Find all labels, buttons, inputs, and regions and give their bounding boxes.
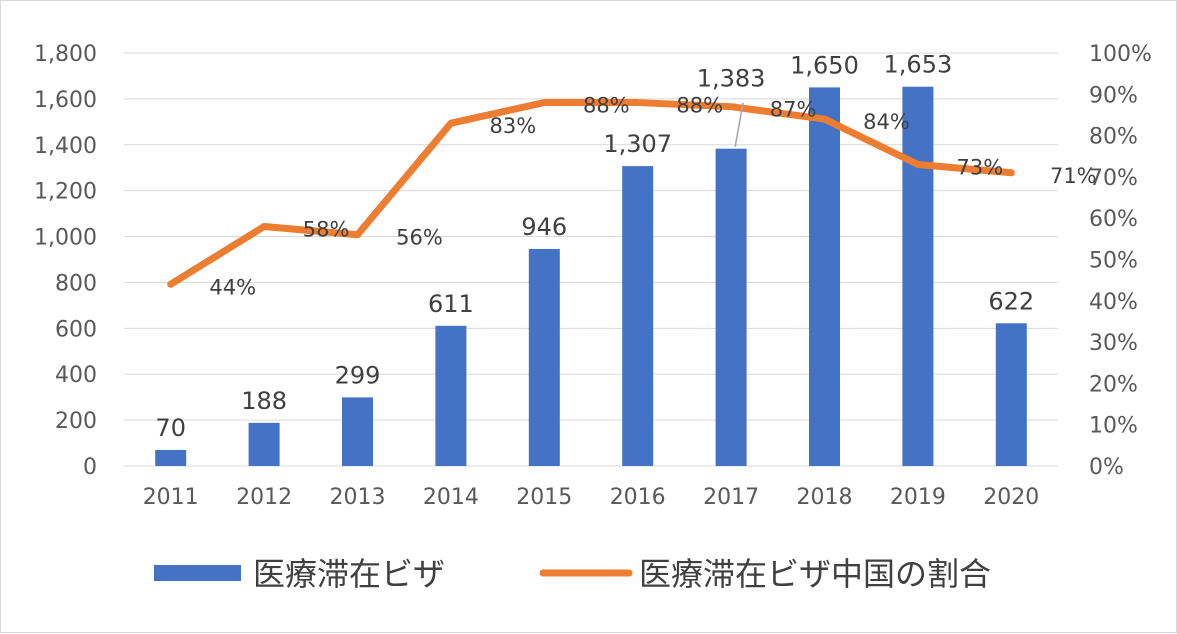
x-tick-label: 2014 (423, 485, 479, 510)
line-data-label: 71% (1050, 164, 1097, 188)
bar (715, 148, 747, 466)
y-left-tick-label: 600 (55, 317, 97, 342)
y-left-tick-label: 400 (55, 363, 97, 388)
bar-data-label: 1,307 (603, 130, 672, 158)
y-right-tick-label: 30% (1089, 331, 1138, 356)
x-tick-label: 2017 (703, 485, 759, 510)
bar (155, 449, 187, 466)
bar (248, 422, 280, 466)
line-data-label: 88% (583, 94, 630, 118)
y-left-tick-label: 200 (55, 409, 97, 434)
x-tick-label: 2012 (236, 485, 292, 510)
bar (528, 248, 560, 466)
bar-data-label: 611 (428, 290, 474, 318)
y-right-tick-label: 50% (1089, 249, 1138, 274)
y-left-tick-label: 1,000 (34, 226, 97, 251)
y-right-tick-label: 10% (1089, 414, 1138, 439)
y-right-tick-label: 60% (1089, 207, 1138, 232)
line-data-label: 58% (303, 217, 350, 241)
bar-data-label: 188 (241, 387, 287, 415)
bar-data-label: 299 (335, 361, 381, 389)
leader-line (734, 102, 744, 147)
bar-data-label: 70 (155, 414, 186, 442)
x-tick-label: 2020 (983, 485, 1039, 510)
bar (809, 87, 840, 467)
bar (622, 166, 654, 467)
y-right-tick-label: 100% (1089, 42, 1152, 67)
x-tick-label: 2015 (516, 485, 572, 510)
x-tick-label: 2019 (890, 485, 946, 510)
y-left-tick-label: 1,400 (34, 134, 97, 159)
data-labels: 70 188 299 611 946 1,307 1,383 1,650 1,653 622 44%… (155, 51, 1096, 442)
line-series (167, 99, 1015, 288)
bar (995, 323, 1027, 466)
bar-series (155, 86, 1027, 467)
x-tick-label: 2011 (143, 485, 199, 510)
x-axis: 2011 2012 2013 2014 2015 2016 2017 2018 2019 2020 (143, 485, 1040, 510)
bar-data-label: 1,383 (697, 65, 766, 93)
line-data-label: 87% (770, 98, 817, 122)
y-axis-left: 0 200 400 600 800 1,000 1,200 1,400 1,600 1,800 (34, 42, 97, 480)
bar-data-label: 1,650 (790, 51, 859, 79)
bar-data-label: 1,653 (884, 51, 953, 79)
y-axis-right: 0% 10% 20% 30% 40% 50% 60% 70% 80% 90% 100% (1089, 42, 1152, 480)
line-data-label: 88% (676, 94, 723, 118)
x-tick-label: 2016 (610, 485, 666, 510)
y-left-tick-label: 1,800 (34, 42, 97, 67)
y-right-tick-label: 80% (1089, 125, 1138, 150)
y-left-tick-label: 1,600 (34, 88, 97, 113)
line-data-label: 83% (490, 114, 537, 138)
bar (435, 325, 467, 466)
line-data-label: 84% (863, 110, 910, 134)
bar (342, 397, 373, 466)
y-right-tick-label: 20% (1089, 372, 1138, 397)
bar-data-label: 946 (521, 213, 567, 241)
bar-data-label: 622 (988, 287, 1034, 315)
line-path (167, 99, 1015, 288)
y-right-tick-label: 90% (1089, 83, 1138, 108)
y-right-tick-label: 70% (1089, 166, 1138, 191)
bar (902, 86, 934, 466)
x-tick-label: 2018 (797, 485, 853, 510)
legend: 医療滞在ビザ 医療滞在ビザ中国の割合 (154, 555, 991, 593)
line-data-label: 73% (957, 156, 1004, 180)
legend-label: 医療滞在ビザ中国の割合 (639, 555, 991, 593)
line-data-label: 44% (209, 275, 256, 299)
y-left-tick-label: 800 (55, 271, 97, 296)
x-tick-label: 2013 (330, 485, 386, 510)
legend-label: 医療滞在ビザ (253, 555, 445, 593)
y-left-tick-label: 1,200 (34, 180, 97, 205)
y-right-tick-label: 40% (1089, 290, 1138, 315)
y-right-tick-label: 0% (1089, 455, 1124, 480)
line-data-label: 56% (396, 226, 443, 250)
gridlines (124, 52, 1058, 467)
y-left-tick-label: 0 (83, 455, 97, 480)
legend-swatch-bar (154, 565, 241, 581)
